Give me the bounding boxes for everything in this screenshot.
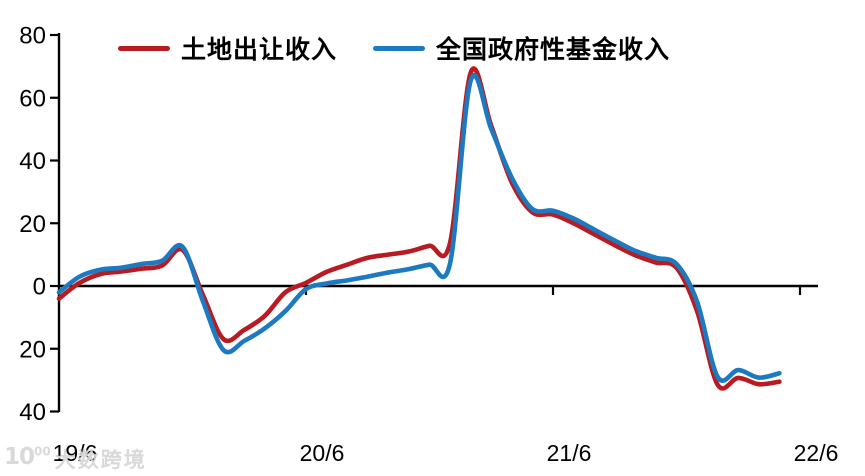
watermark-logo-icon: 1000: [4, 444, 51, 470]
legend-item-land: 土地出让收入: [118, 30, 337, 66]
y-axis-label-40: 40: [19, 399, 46, 426]
legend-item-fund: 全国政府性基金收入: [373, 30, 670, 66]
series-line-fund: [56, 73, 782, 383]
watermark-text: 大数跨境: [54, 449, 147, 472]
y-axis-label-60: 60: [19, 85, 46, 112]
legend-swatch-fund-line: [373, 45, 426, 51]
y-axis-label-0: 0: [33, 274, 46, 301]
legend-label-fund: 全国政府性基金收入: [436, 37, 671, 64]
series-line-land: [56, 66, 782, 391]
x-axis-label-20/6: 20/6: [300, 440, 345, 466]
y-axis-label-80: 80: [19, 23, 46, 50]
x-axis-label-19/6: 19/6: [53, 440, 98, 466]
chart-legend: 土地出让收入 全国政府性基金收入: [118, 30, 670, 66]
x-axis-label-22/6: 22/6: [794, 440, 839, 466]
legend-swatch-land-line: [118, 45, 170, 51]
y-axis-label-20: 20: [19, 211, 46, 238]
watermark: 1000 大数跨境: [4, 444, 147, 474]
y-axis-label-20: 20: [19, 336, 46, 363]
x-axis-label-21/6: 21/6: [547, 440, 592, 466]
y-axis-label-40: 40: [19, 148, 46, 175]
legend-label-land: 土地出让收入: [181, 37, 338, 64]
